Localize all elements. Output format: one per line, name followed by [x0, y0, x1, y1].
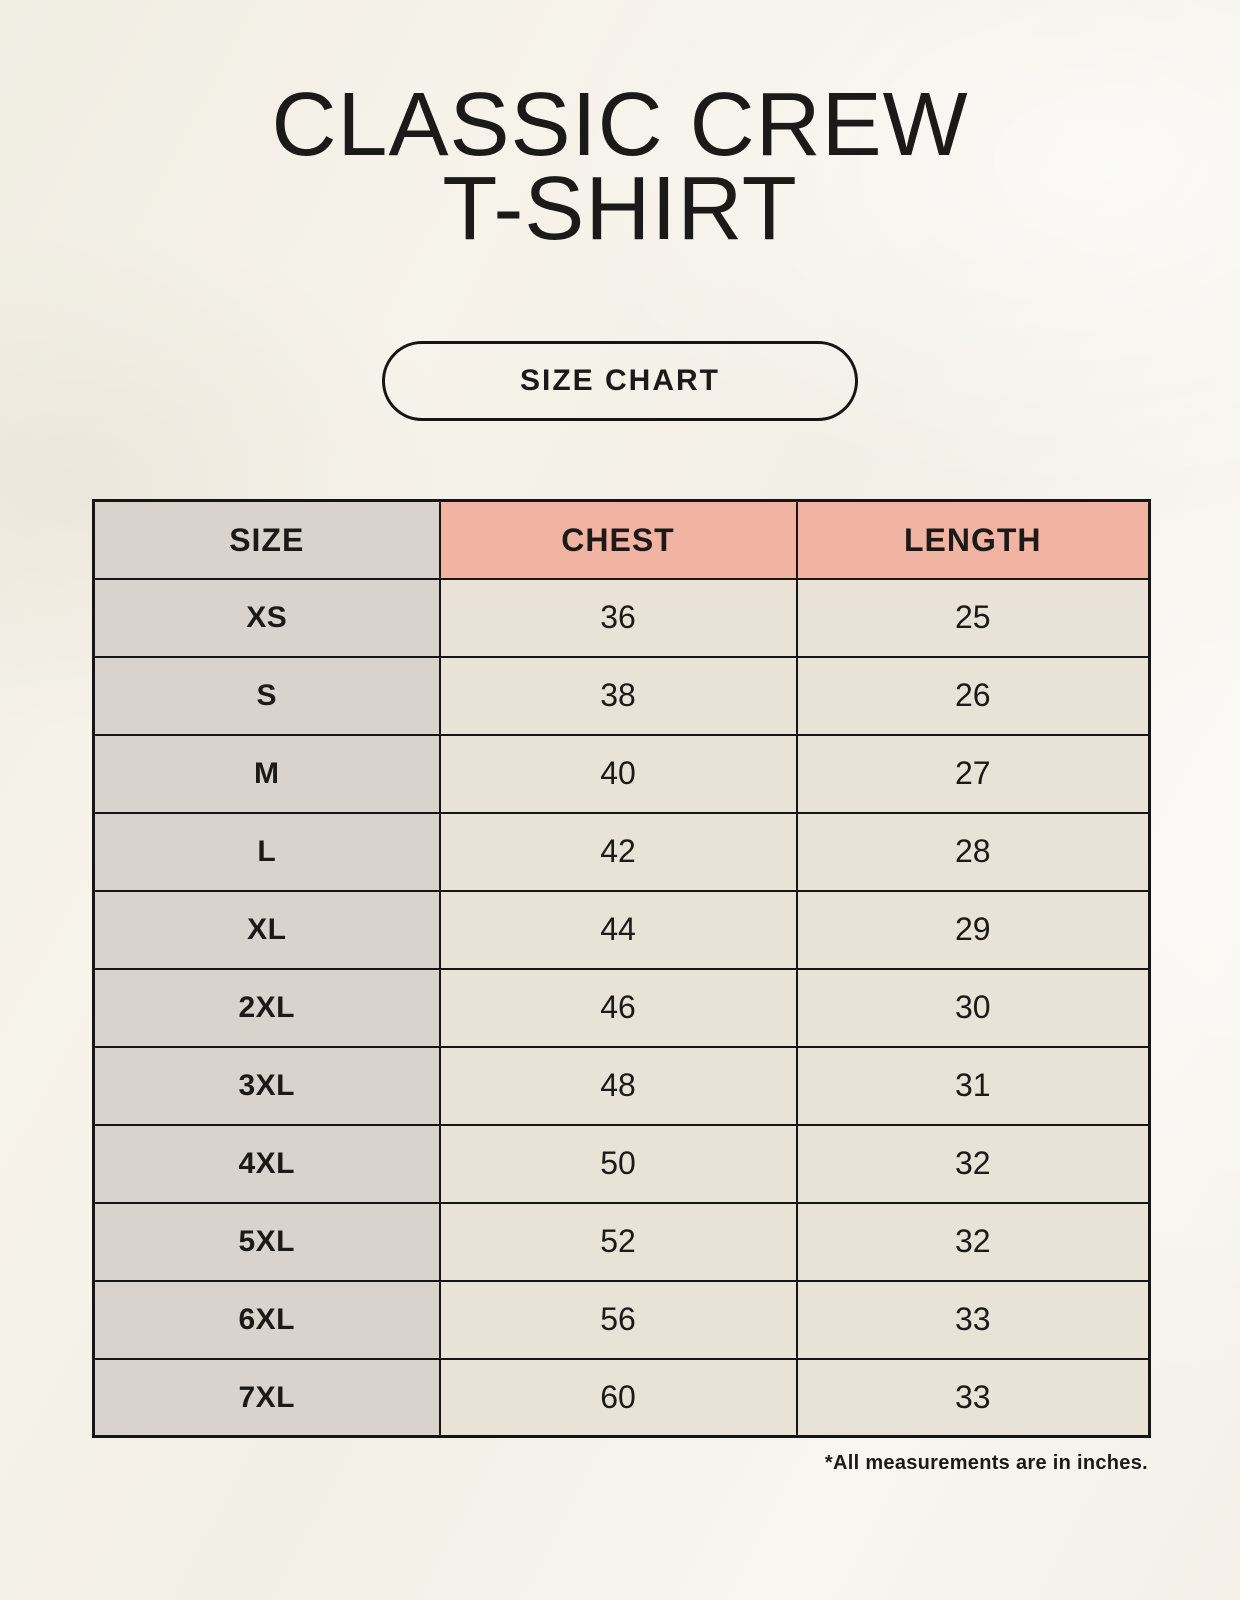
table-row: S 38 26	[92, 655, 1151, 736]
size-cell: 4XL	[92, 1123, 441, 1204]
size-table: SIZE CHEST LENGTH XS 36 25 S 38 26 M 40 27 L 42 28 X…	[92, 499, 1151, 1439]
size-cell: S	[92, 655, 441, 736]
size-cell: 5XL	[92, 1201, 441, 1282]
length-cell: 26	[795, 655, 1151, 736]
size-cell: XS	[92, 577, 441, 658]
chest-cell: 44	[438, 889, 798, 970]
length-cell: 33	[795, 1357, 1151, 1438]
size-cell: 6XL	[92, 1279, 441, 1360]
chest-cell: 56	[438, 1279, 798, 1360]
chest-cell: 42	[438, 811, 798, 892]
length-cell: 32	[795, 1123, 1151, 1204]
size-chart-badge-label: SIZE CHART	[520, 364, 720, 398]
size-chart-badge: SIZE CHART	[382, 341, 858, 422]
size-table-container: SIZE CHEST LENGTH XS 36 25 S 38 26 M 40 27 L 42 28 X…	[92, 499, 1151, 1475]
table-row: 6XL 56 33	[92, 1279, 1151, 1360]
chest-cell: 60	[438, 1357, 798, 1438]
column-header-chest: CHEST	[438, 499, 798, 580]
table-row: L 42 28	[92, 811, 1151, 892]
measurements-footnote: *All measurements are in inches.	[824, 1452, 1148, 1475]
table-row: 4XL 50 32	[92, 1123, 1151, 1204]
table-row: XL 44 29	[92, 889, 1151, 970]
table-body: XS 36 25 S 38 26 M 40 27 L 42 28 XL 44 29 2XL 46 30 3XL 48 3…	[92, 577, 1151, 1438]
length-cell: 33	[795, 1279, 1151, 1360]
page-title: CLASSIC CREW T-SHIRT	[0, 75, 1240, 259]
chest-cell: 48	[438, 1045, 798, 1126]
length-cell: 30	[795, 967, 1151, 1048]
table-header-row: SIZE CHEST LENGTH	[92, 499, 1151, 580]
size-cell: 7XL	[92, 1357, 441, 1438]
length-cell: 28	[795, 811, 1151, 892]
column-header-size: SIZE	[92, 499, 441, 580]
chest-cell: 36	[438, 577, 798, 658]
chest-cell: 38	[438, 655, 798, 736]
size-cell: 3XL	[92, 1045, 441, 1126]
title-line-1: CLASSIC CREW	[271, 75, 969, 175]
length-cell: 29	[795, 889, 1151, 970]
table-row: 3XL 48 31	[92, 1045, 1151, 1126]
length-cell: 32	[795, 1201, 1151, 1282]
table-row: M 40 27	[92, 733, 1151, 814]
length-cell: 25	[795, 577, 1151, 658]
table-row: 7XL 60 33	[92, 1357, 1151, 1438]
title-line-2: T-SHIRT	[442, 158, 798, 259]
length-cell: 31	[795, 1045, 1151, 1126]
chest-cell: 46	[438, 967, 798, 1048]
size-cell: L	[92, 811, 441, 892]
chest-cell: 40	[438, 733, 798, 814]
length-cell: 27	[795, 733, 1151, 814]
chest-cell: 52	[438, 1201, 798, 1282]
table-row: 5XL 52 32	[92, 1201, 1151, 1282]
size-cell: M	[92, 733, 441, 814]
table-row: XS 36 25	[92, 577, 1151, 658]
size-cell: XL	[92, 889, 441, 970]
size-cell: 2XL	[92, 967, 441, 1048]
table-row: 2XL 46 30	[92, 967, 1151, 1048]
chest-cell: 50	[438, 1123, 798, 1204]
column-header-length: LENGTH	[795, 499, 1151, 580]
